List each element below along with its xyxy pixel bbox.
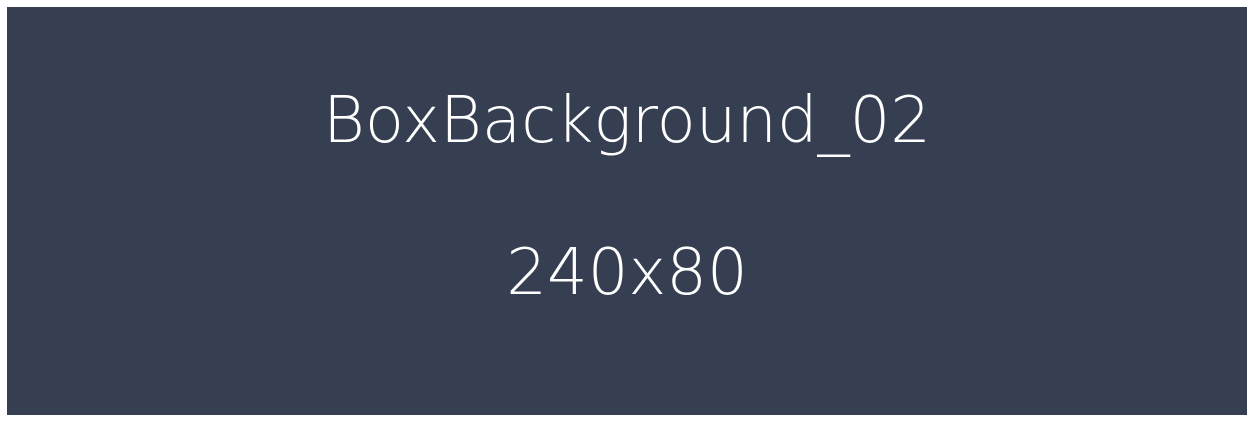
box-size-label: 240x80 (506, 236, 748, 310)
box-background: BoxBackground_02 240x80 (7, 7, 1247, 415)
box-name-label: BoxBackground_02 (323, 84, 931, 158)
